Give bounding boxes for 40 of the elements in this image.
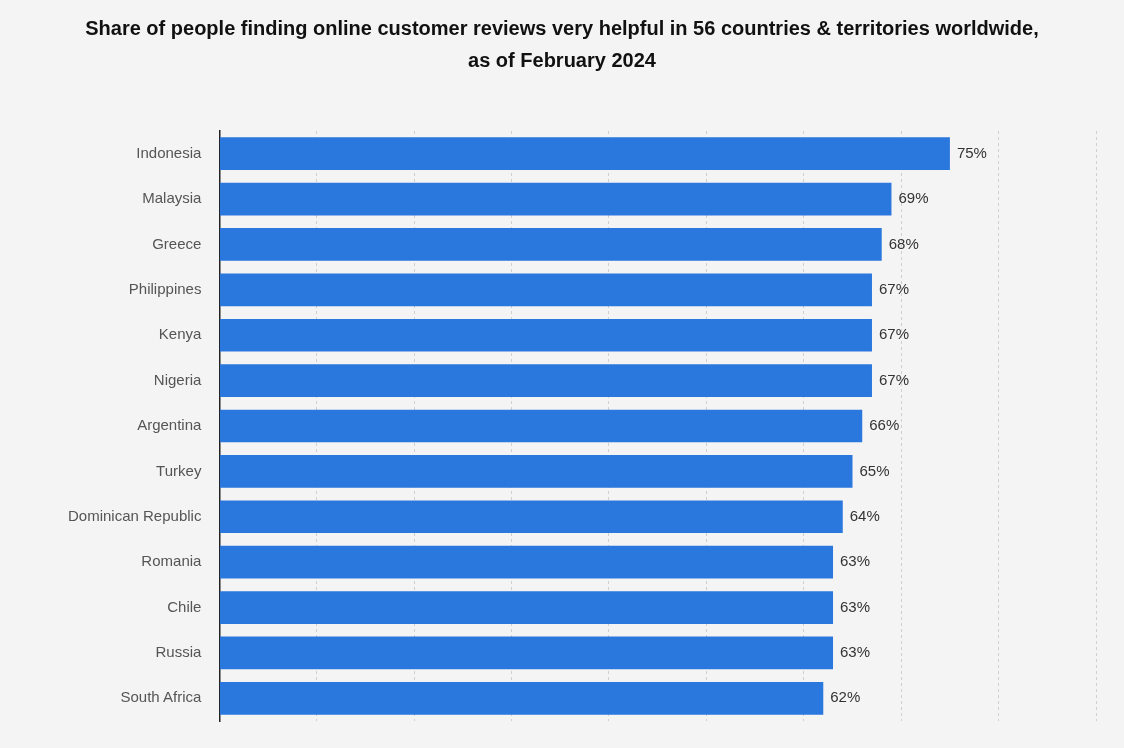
y-tick-label: Kenya (158, 325, 203, 343)
bar (219, 318, 872, 352)
data-label: 63% (840, 643, 871, 661)
bar (219, 273, 872, 307)
y-tick-label: Greece (152, 234, 202, 252)
y-tick-label: Philippines (128, 279, 202, 297)
bar (219, 228, 882, 261)
data-label: 63% (840, 597, 871, 615)
bar (219, 182, 892, 216)
bar (219, 681, 824, 715)
y-tick-label: Turkey (156, 461, 202, 479)
y-tick-label: South Africa (120, 688, 203, 706)
bar (219, 636, 834, 670)
bar (219, 455, 853, 488)
data-label: 63% (840, 552, 871, 570)
data-label: 64% (849, 506, 880, 524)
chart-title: Share of people finding online customer reviews very helpful in 56 countries & territories worldwide, as of February 2024 (84, 16, 1040, 73)
data-label: 62% (830, 688, 861, 706)
bar (219, 591, 834, 624)
data-label: 67% (878, 325, 910, 343)
data-label: 66% (869, 416, 900, 434)
data-label: 75% (956, 143, 987, 161)
data-label: 68% (888, 234, 919, 252)
data-label: 67% (878, 279, 910, 297)
bar (219, 500, 843, 534)
data-label: 69% (898, 189, 929, 207)
bar (219, 364, 872, 397)
y-tick-label: Dominican Republic (67, 506, 202, 524)
y-tick-label: Indonesia (136, 143, 203, 161)
y-tick-label: Malaysia (142, 189, 203, 207)
bar (219, 545, 834, 579)
data-label: 67% (878, 370, 910, 388)
y-tick-label: Chile (167, 597, 202, 615)
data-label: 65% (859, 461, 890, 479)
y-tick-label: Romania (141, 552, 203, 570)
bar (219, 409, 863, 443)
y-tick-label: Russia (155, 643, 203, 661)
bar (219, 137, 950, 171)
y-tick-label: Argentina (137, 416, 203, 434)
y-tick-label: Nigeria (153, 370, 203, 388)
